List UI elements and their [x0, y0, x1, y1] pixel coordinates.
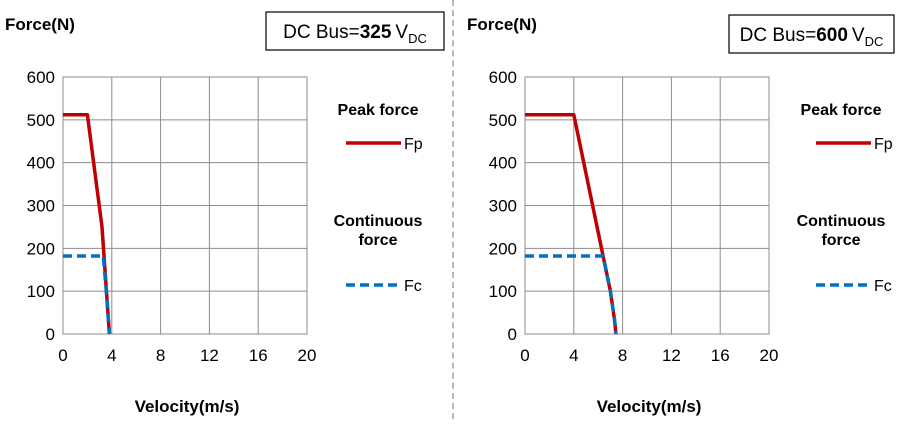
- chart-1-x-tick-label: 4: [107, 346, 116, 365]
- chart-2-y-tick-label: 100: [489, 282, 517, 301]
- chart-1-y-tick-label: 400: [27, 154, 55, 173]
- chart-2-legend-name-Fc: Fc: [874, 278, 892, 295]
- chart-1-y-tick-label: 300: [27, 197, 55, 216]
- chart-2-x-tick-label: 16: [711, 346, 730, 365]
- chart-2-y-tick-label: 500: [489, 111, 517, 130]
- chart-2-legend-group-label: Continuous: [797, 213, 886, 230]
- chart-1-plot-area: [62, 76, 308, 335]
- chart-2-y-tick-label: 300: [489, 197, 517, 216]
- chart-1-legend-group-label: Peak force: [338, 102, 419, 119]
- chart-1-legend-entry-Fc: Continuous force Fc: [334, 213, 423, 295]
- chart-2-y-tick-label: 200: [489, 239, 517, 258]
- chart-2-y-axis-label: Force(N): [467, 15, 537, 34]
- chart-1-dc-bus-box: [265, 11, 445, 51]
- chart-2-legend-name-Fp: Fp: [874, 136, 893, 153]
- chart-1-legend-name-Fp: Fp: [404, 136, 423, 153]
- chart-1-y-tick-label: 500: [27, 111, 55, 130]
- chart-1-series-Fc-line: [63, 254, 112, 335]
- chart-1-series-Fp-line: [63, 112, 112, 335]
- chart-2-y-tick-label: 0: [508, 325, 517, 344]
- chart-2-legend-entry-Fc: Continuous force Fc: [797, 213, 892, 295]
- chart-1-dc-bus-label: DC Bus=325 VDC: [283, 22, 427, 46]
- chart-1-legend-entry-Fp: Peak force Fp: [338, 102, 423, 153]
- chart-panel-2: 0 100 200 300 400 500 600 0 4 8 12 16 20 Force(N) Velo…: [467, 14, 895, 416]
- chart-2-x-tick-label: 12: [662, 346, 681, 365]
- chart-1-x-tick-label: 20: [298, 346, 317, 365]
- chart-2-dc-bus-box: [728, 14, 895, 54]
- chart-2-series-Fc-line: [525, 254, 618, 335]
- chart-2-x-tick-label: 8: [618, 346, 627, 365]
- chart-2-x-tick-label: 0: [520, 346, 529, 365]
- chart-2-y-tick-label: 400: [489, 154, 517, 173]
- chart-2-x-axis-label: Velocity(m/s): [597, 397, 702, 416]
- chart-1-x-tick-label: 0: [58, 346, 67, 365]
- chart-1-y-tick-label: 200: [27, 239, 55, 258]
- chart-2-x-tick-label: 4: [569, 346, 578, 365]
- chart-1-x-tick-label: 12: [200, 346, 219, 365]
- chart-1-x-tick-label: 8: [156, 346, 165, 365]
- chart-2-x-tick-label: 20: [760, 346, 779, 365]
- chart-2-series-Fp-line: [525, 112, 618, 335]
- chart-1-y-tick-label: 600: [27, 68, 55, 87]
- chart-2-legend-entry-Fp: Peak force Fp: [801, 102, 893, 153]
- chart-1-x-tick-label: 16: [249, 346, 268, 365]
- chart-2-dc-bus-label: DC Bus=600 VDC: [740, 25, 884, 49]
- chart-1-x-axis-label: Velocity(m/s): [135, 397, 240, 416]
- chart-1-y-tick-label: 0: [46, 325, 55, 344]
- chart-2-legend-group-label: force: [821, 232, 860, 249]
- chart-2-legend-group-label: Peak force: [801, 102, 882, 119]
- panel-divider: [452, 0, 454, 419]
- chart-1-y-axis-label: Force(N): [5, 15, 75, 34]
- chart-2-plot-area: [524, 76, 770, 335]
- chart-panel-1: 0 100 200 300 400 500 600 0 4 8 12 16 20 Force(N) Velo…: [5, 11, 445, 416]
- chart-1-legend-group-label: Continuous: [334, 213, 423, 230]
- chart-1-y-tick-label: 100: [27, 282, 55, 301]
- chart-1-legend-group-label: force: [358, 232, 397, 249]
- chart-2-y-tick-label: 600: [489, 68, 517, 87]
- chart-1-legend-name-Fc: Fc: [404, 278, 422, 295]
